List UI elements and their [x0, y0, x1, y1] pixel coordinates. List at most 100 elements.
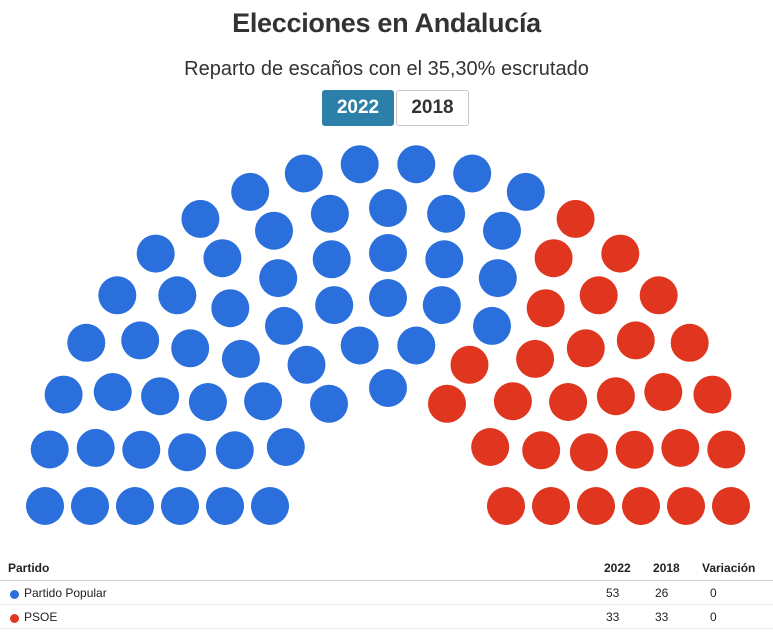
seat-partido-popular: [136, 234, 175, 273]
seat-psoe: [670, 323, 709, 362]
seat-psoe: [522, 431, 561, 470]
seat-partido-popular: [506, 172, 545, 211]
header-party: Partido: [8, 561, 50, 575]
row-2018: 26: [655, 586, 669, 600]
seat-partido-popular: [422, 286, 461, 325]
seat-psoe: [615, 430, 654, 469]
seat-partido-popular: [203, 239, 242, 278]
seat-partido-popular: [161, 487, 199, 525]
seat-partido-popular: [265, 306, 303, 345]
seat-partido-popular: [397, 145, 436, 184]
seat-partido-popular: [425, 240, 464, 279]
table-row: Partido Popular 53 26 0: [0, 581, 773, 605]
seat-psoe: [577, 487, 615, 525]
results-header: Partido 2022 2018 Variación: [0, 556, 773, 581]
seat-partido-popular: [244, 382, 283, 421]
seat-partido-popular: [67, 323, 106, 362]
seat-psoe: [487, 487, 525, 525]
seat-psoe: [526, 289, 565, 328]
seat-partido-popular: [369, 369, 407, 407]
seat-partido-popular: [93, 373, 132, 411]
seat-partido-popular: [427, 194, 466, 233]
hemicycle-chart: [26, 145, 750, 525]
seat-partido-popular: [251, 487, 289, 525]
seat-partido-popular: [221, 339, 260, 378]
seat-psoe: [644, 373, 683, 411]
seat-partido-popular: [141, 377, 180, 416]
seat-psoe: [579, 276, 618, 315]
seat-psoe: [532, 487, 570, 525]
seat-psoe: [549, 383, 588, 421]
row-party: Partido Popular: [24, 586, 107, 600]
seat-psoe: [639, 276, 678, 315]
row-variation: 0: [710, 586, 717, 600]
seat-partido-popular: [310, 384, 348, 423]
chart-title: Elecciones en Andalucía: [232, 8, 541, 38]
chart-subtitle: Reparto de escaños con el 35,30% escruta…: [184, 58, 589, 80]
seat-partido-popular: [369, 189, 407, 227]
tab-2022[interactable]: 2022: [322, 90, 394, 126]
year-tabs: 2022 2018: [322, 90, 469, 126]
header-2018: 2018: [653, 561, 680, 575]
seat-partido-popular: [76, 428, 115, 467]
seat-psoe: [596, 377, 635, 416]
seat-partido-popular: [266, 428, 305, 466]
seat-psoe: [661, 428, 700, 467]
seat-psoe: [667, 487, 705, 525]
seat-partido-popular: [312, 240, 351, 279]
seat-psoe: [493, 382, 532, 421]
seat-partido-popular: [171, 329, 210, 368]
seat-psoe: [601, 234, 640, 273]
seat-partido-popular: [483, 211, 521, 250]
seat-partido-popular: [473, 306, 511, 345]
seat-psoe: [566, 329, 605, 368]
seat-psoe: [569, 433, 608, 472]
seat-psoe: [707, 430, 746, 469]
seat-partido-popular: [255, 211, 293, 250]
seat-partido-popular: [71, 487, 109, 525]
seat-partido-popular: [26, 487, 64, 525]
seat-partido-popular: [211, 289, 250, 328]
seat-partido-popular: [206, 487, 244, 525]
row-2022: 33: [606, 610, 620, 624]
seat-partido-popular: [98, 276, 137, 315]
header-variation: Variación: [702, 561, 756, 575]
results-table: Partido 2022 2018 Variación Partido Popu…: [0, 556, 773, 629]
seat-partido-popular: [453, 154, 492, 193]
row-party: PSOE: [24, 610, 58, 624]
seat-psoe: [428, 384, 466, 423]
seat-psoe: [471, 428, 510, 466]
seat-partido-popular: [121, 321, 160, 360]
seat-psoe: [556, 199, 595, 238]
seat-partido-popular: [259, 259, 298, 298]
seat-psoe: [616, 321, 655, 360]
party-color-dot: [10, 614, 19, 623]
seat-psoe: [534, 239, 573, 278]
row-2018: 33: [655, 610, 669, 624]
seat-partido-popular: [231, 172, 270, 211]
header-2022: 2022: [604, 561, 631, 575]
seat-psoe: [622, 487, 660, 525]
seat-partido-popular: [369, 279, 407, 317]
seat-partido-popular: [397, 326, 436, 365]
seat-partido-popular: [188, 383, 227, 421]
row-variation: 0: [710, 610, 717, 624]
seat-partido-popular: [310, 194, 349, 233]
seat-psoe: [450, 345, 489, 384]
seat-partido-popular: [284, 154, 323, 193]
seat-partido-popular: [215, 431, 254, 470]
seat-partido-popular: [158, 276, 197, 315]
seat-partido-popular: [315, 286, 354, 325]
seat-psoe: [516, 339, 555, 378]
seat-psoe: [693, 375, 732, 414]
row-2022: 53: [606, 586, 620, 600]
party-color-dot: [10, 590, 19, 599]
seat-partido-popular: [340, 145, 379, 184]
seat-partido-popular: [122, 430, 161, 469]
table-row: PSOE 33 33 0: [0, 605, 773, 629]
seat-psoe: [712, 487, 750, 525]
tab-2018[interactable]: 2018: [396, 90, 469, 126]
seat-partido-popular: [168, 433, 207, 472]
seat-partido-popular: [116, 487, 154, 525]
seat-partido-popular: [478, 259, 517, 298]
